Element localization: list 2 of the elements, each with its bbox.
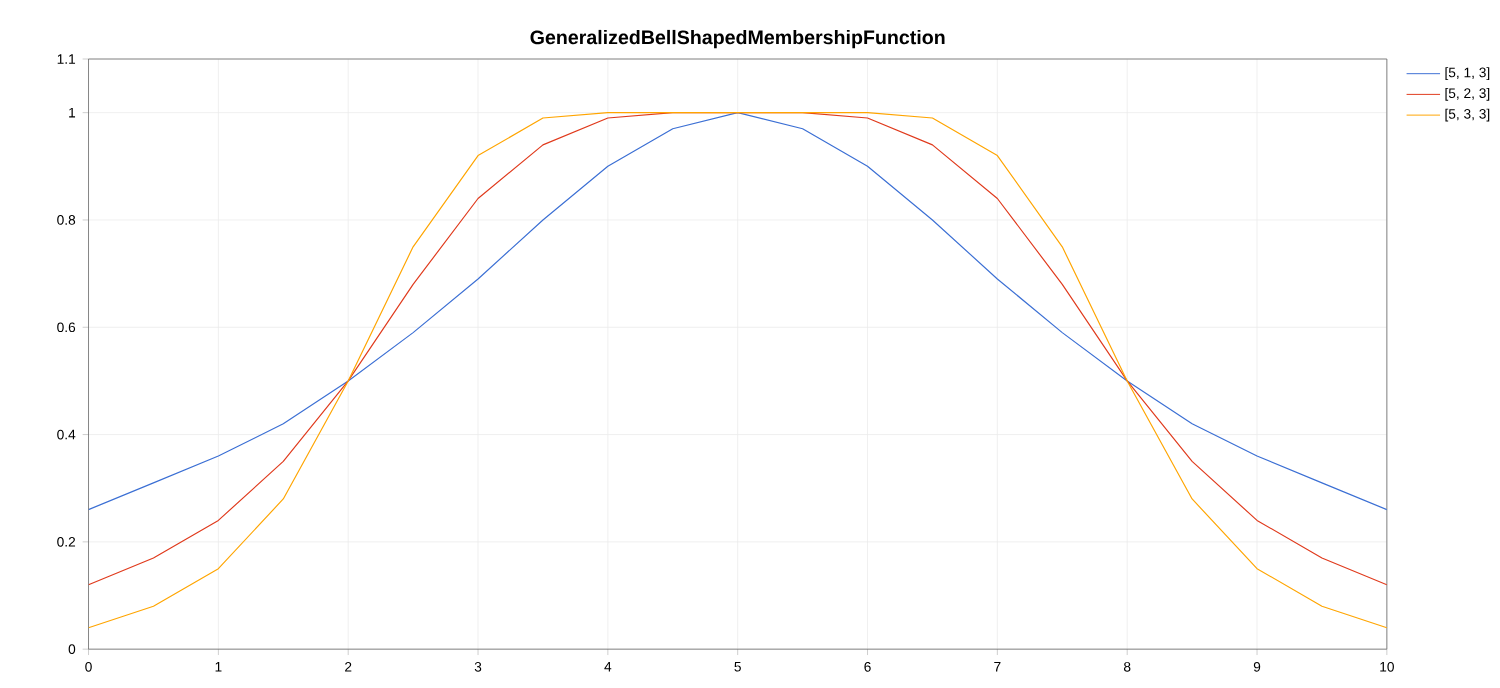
line-series — [88, 111, 1387, 511]
chart-title: GeneralizedBellShapedMembershipFunction — [530, 29, 945, 48]
